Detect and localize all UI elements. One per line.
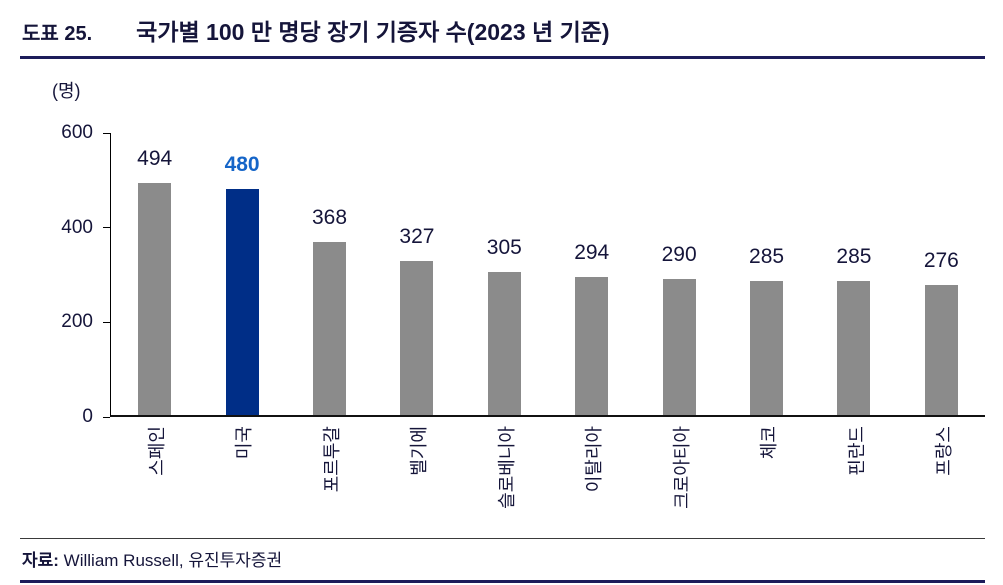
bar-column: 494: [111, 133, 198, 415]
bottom-rule: [20, 580, 985, 583]
x-axis-label: 미국: [234, 426, 255, 460]
bar: [750, 281, 784, 415]
bar-value-label: 285: [749, 245, 785, 269]
bar: [837, 281, 871, 415]
x-label-cell: 벨기에: [373, 423, 461, 538]
plot-bars: 494 480 368 327 305 294 290 285 285 276: [111, 133, 985, 415]
figure-index: 도표 25.: [22, 23, 93, 45]
source-label: 자료:: [22, 551, 59, 570]
x-axis-labels: 스페인 미국 포르투갈 벨기에 슬로베니아 이탈리아 크로아티아 체코 핀란드 프랑스: [110, 423, 985, 538]
bar-column: 285: [723, 133, 810, 415]
bar-value-label: 294: [574, 240, 610, 264]
y-tick-mark: [103, 227, 110, 229]
y-tick-mark: [103, 132, 110, 134]
chart-area: 600 400 200 0 494 480 368 327 305 294 290 285 285 27…: [20, 122, 985, 427]
y-tick-label: 400: [61, 216, 93, 238]
x-axis-label: 핀란드: [846, 426, 867, 476]
y-tick-mark: [103, 321, 110, 323]
page-title: 국가별 100 만 명당 장기 기증자 수(2023 년 기준): [136, 19, 610, 45]
x-label-cell: 이탈리아: [548, 423, 636, 538]
bar-column: 276: [898, 133, 985, 415]
x-axis-label: 벨기에: [409, 426, 430, 476]
x-axis-label: 포르투갈: [321, 426, 342, 493]
x-label-cell: 스페인: [110, 423, 198, 538]
x-label-cell: 미국: [198, 423, 286, 538]
bar-value-label: 327: [399, 225, 435, 249]
x-label-cell: 슬로베니아: [460, 423, 548, 538]
bar: [400, 261, 434, 415]
bar-column: 290: [635, 133, 722, 415]
bar-value-label: 285: [836, 245, 872, 269]
bar-column: 327: [373, 133, 460, 415]
bar: [662, 278, 696, 415]
y-axis-unit-label: (명): [52, 81, 81, 101]
bar-value-label: 368: [311, 206, 348, 230]
bar-value-label: 290: [661, 242, 697, 266]
x-axis-label: 스페인: [146, 426, 167, 476]
x-label-cell: 체코: [723, 423, 811, 538]
x-label-cell: 프랑스: [898, 423, 986, 538]
bar-value-label: 276: [923, 249, 959, 273]
chart-header: 도표 25. 국가별 100 만 명당 장기 기증자 수(2023 년 기준): [20, 0, 985, 59]
bar-column: 480: [198, 133, 285, 415]
bar: [924, 285, 958, 415]
x-label-cell: 핀란드: [810, 423, 898, 538]
bar-value-label: 494: [137, 146, 173, 170]
source-divider: [20, 538, 985, 539]
bar-column: 368: [286, 133, 373, 415]
x-label-cell: 크로아티아: [635, 423, 723, 538]
x-axis-label: 체코: [759, 426, 780, 460]
x-axis-label: 프랑스: [934, 426, 955, 476]
bar: [575, 276, 609, 415]
y-axis: 600 400 200 0: [20, 122, 110, 427]
y-tick-label: 0: [82, 406, 93, 427]
plot-area: 494 480 368 327 305 294 290 285 285 276: [110, 133, 985, 417]
x-axis-label: 이탈리아: [584, 426, 605, 493]
footer: 자료: William Russell, 유진투자증권: [0, 538, 1003, 585]
y-tick-label: 600: [61, 122, 93, 143]
y-tick-mark: [103, 416, 110, 418]
x-axis-label: 크로아티아: [671, 426, 692, 509]
y-tick-label: 200: [61, 311, 93, 333]
source-note: 자료: William Russell, 유진투자증권: [0, 539, 1003, 580]
bar-column: 294: [548, 133, 635, 415]
bar-column: 305: [461, 133, 548, 415]
highlight-bar: [225, 189, 259, 415]
bar: [138, 182, 172, 415]
x-label-cell: 포르투갈: [285, 423, 373, 538]
bar-column: 285: [810, 133, 897, 415]
bar: [487, 271, 521, 415]
source-text: William Russell, 유진투자증권: [58, 551, 283, 570]
bar: [313, 242, 347, 415]
x-axis-label: 슬로베니아: [496, 426, 517, 509]
bar-value-label: 305: [486, 235, 522, 259]
bar-value-label: 480: [224, 153, 260, 177]
